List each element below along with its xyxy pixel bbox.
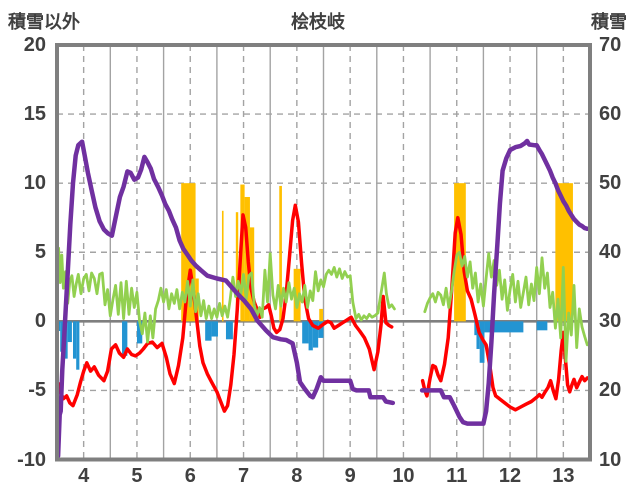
left-axis-title: 積雪以外 [8,12,80,32]
orange-bars-bar [221,210,224,322]
blue-bars-bar [318,321,324,338]
x-tick-label: 4 [78,465,90,487]
blue-bars-bar [312,321,319,348]
purple-line [55,139,396,459]
blue-bars-bar [225,321,233,340]
blue-bars-bar [479,321,485,363]
blue-bars-bar [205,321,212,341]
blue-bars-bar [76,321,80,370]
orange-bars-bar [319,308,323,322]
blue-bars-bar [211,321,218,337]
y-right-tick-label: 60 [599,103,622,126]
orange-bars-bar [555,183,573,322]
orange-bars-bar [279,185,282,322]
red-line [56,203,394,413]
green-line [423,250,589,363]
purple-line [419,138,590,426]
x-tick-label: 12 [498,465,522,487]
blue-bars-bar [122,321,128,356]
blue-bars-bar [308,321,313,351]
orange-bars-bar [240,184,245,322]
orange-bars-bar [293,268,301,322]
y-left-tick-label: 5 [34,241,46,264]
x-tick-label: 11 [446,465,468,487]
blue-bars-bar [302,321,309,344]
y-right-tick-label: 10 [599,448,622,471]
y-left-tick-label: -10 [17,448,46,471]
y-right-tick-label: 40 [599,241,622,264]
y-right-tick-label: 70 [599,34,622,56]
blue-bars-bar [136,321,143,344]
y-left-tick-label: 15 [23,103,46,126]
y-right-tick-label: 30 [599,310,622,333]
blue-bars-bar [58,321,61,332]
x-tick-label: 6 [184,465,196,487]
x-tick-label: 8 [291,465,303,487]
y-left-tick-label: 0 [34,310,46,333]
red-line [420,215,590,412]
y-left-tick-label: 20 [23,34,46,56]
x-tick-label: 7 [237,465,250,487]
blue-bars-bar [72,321,77,359]
plot-border [55,43,592,462]
chart-title: 桧枝岐 [291,12,345,32]
x-tick-label: 9 [344,465,356,487]
orange-bars-bar [235,212,239,322]
blue-bars-bar [536,321,548,331]
y-left-tick-label: -5 [28,379,46,402]
x-tick-label: 13 [552,465,575,487]
x-tick-label: 10 [392,465,415,487]
blue-bars-bar [476,321,480,349]
green-line [55,246,396,344]
blue-bars-bar [67,321,72,343]
y-left-tick-label: 10 [23,172,46,195]
right-axis-title: 積雪 [591,12,627,32]
blue-bars-bar [474,321,477,336]
y-right-tick-label: 20 [599,379,622,402]
y-right-tick-label: 50 [599,172,622,195]
x-tick-label: 5 [131,465,143,487]
blue-bars-bar [484,321,524,333]
